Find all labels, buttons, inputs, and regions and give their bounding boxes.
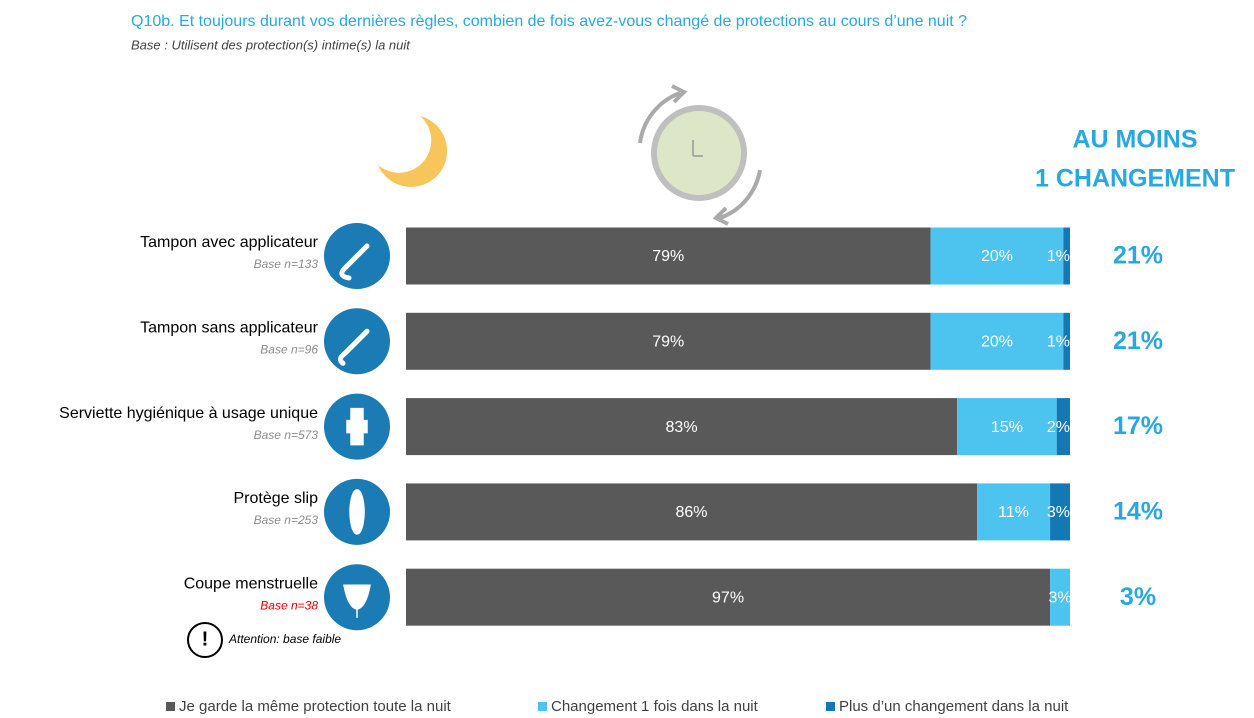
bar-segment: [1056, 398, 1070, 456]
bar-segment: [930, 227, 1064, 285]
value-label: 97%: [712, 589, 744, 606]
chart-title: Q10b. Et toujours durant vos dernières r…: [131, 13, 967, 30]
total-label: 17%: [1113, 412, 1163, 440]
value-label: 20%: [981, 248, 1013, 265]
category-icon-shape: [349, 489, 365, 535]
legend-label: Plus d’un changement dans la nuit: [839, 698, 1069, 715]
category-label: Tampon avec applicateur: [140, 234, 319, 251]
total-label: 21%: [1113, 242, 1163, 270]
value-label: 2%: [1047, 419, 1070, 436]
total-label: 14%: [1113, 498, 1163, 526]
bar-segment: [1063, 312, 1070, 370]
category-label: Protège slip: [234, 490, 319, 507]
total-label: 21%: [1113, 327, 1163, 355]
legend-label: Je garde la même protection toute la nui…: [179, 698, 452, 715]
legend-swatch: [538, 702, 547, 711]
category-icon-shape: [337, 328, 370, 366]
legend-swatch: [826, 702, 835, 711]
base-label: Base n=573: [254, 428, 319, 442]
category-icon-shape: [343, 584, 371, 618]
value-label: 1%: [1047, 248, 1070, 265]
category-label: Serviette hygiénique à usage unique: [59, 405, 318, 422]
svg-text:!: !: [202, 628, 209, 650]
value-label: 15%: [991, 419, 1023, 436]
category-label: Coupe menstruelle: [184, 575, 318, 592]
bar-segment: [406, 568, 1051, 626]
base-label: Base n=253: [254, 513, 319, 527]
value-label: 3%: [1048, 589, 1071, 606]
chart-subtitle: Base : Utilisent des protection(s) intim…: [131, 37, 411, 52]
bar-segment: [1050, 483, 1070, 541]
totals-title: 1 CHANGEMENT: [1035, 165, 1235, 193]
bar-segment: [406, 483, 978, 541]
value-label: 86%: [676, 504, 708, 521]
value-label: 1%: [1047, 334, 1070, 351]
legend-swatch: [166, 702, 175, 711]
base-label: Base n=96: [260, 342, 318, 356]
annotation: Attention: base faible: [228, 632, 341, 646]
legend-label: Changement 1 fois dans la nuit: [551, 698, 759, 715]
category-label: Tampon sans applicateur: [140, 320, 319, 337]
bar-segment: [1050, 568, 1070, 626]
totals-title: AU MOINS: [1073, 126, 1198, 154]
bar-segment: [406, 227, 931, 285]
bar-segment: [1063, 227, 1070, 285]
category-icon-shape: [346, 407, 368, 446]
clock-icon: [638, 84, 762, 226]
bar-segment: [957, 398, 1057, 456]
bar-segment: [406, 398, 958, 456]
value-label: 79%: [652, 334, 684, 351]
value-label: 83%: [666, 419, 698, 436]
bar-segment: [406, 312, 931, 370]
bar-segment: [930, 312, 1064, 370]
category-icon-shape: [339, 243, 370, 281]
moon-icon: [378, 116, 448, 187]
warning-icon: !: [187, 622, 223, 658]
value-label: 20%: [981, 334, 1013, 351]
base-label: Base n=38: [260, 598, 318, 612]
base-label: Base n=133: [254, 257, 319, 271]
value-label: 3%: [1047, 504, 1070, 521]
value-label: 11%: [998, 504, 1029, 521]
bar-segment: [977, 483, 1051, 541]
value-label: 79%: [652, 248, 684, 265]
total-label: 3%: [1120, 583, 1156, 611]
